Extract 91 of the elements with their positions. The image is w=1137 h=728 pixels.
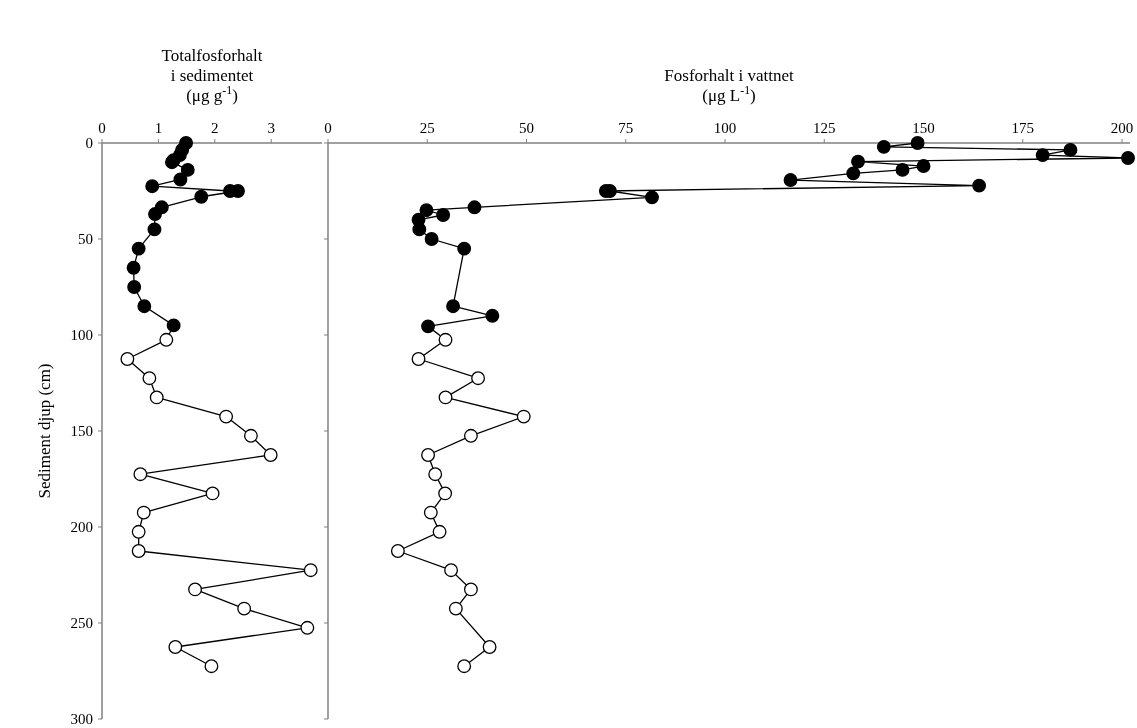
point	[482, 640, 497, 654]
point	[127, 280, 142, 294]
point	[390, 544, 405, 558]
point	[300, 620, 315, 635]
point	[485, 308, 500, 323]
y-tick-label: 200	[70, 519, 93, 536]
point	[131, 241, 146, 256]
point	[645, 190, 659, 205]
point	[457, 241, 472, 256]
point	[303, 563, 318, 578]
point	[131, 524, 146, 539]
point	[446, 299, 461, 314]
point	[467, 200, 482, 215]
point	[219, 409, 234, 424]
point	[424, 232, 439, 246]
point	[168, 640, 183, 654]
point	[438, 486, 453, 501]
x-tick-label: 1	[154, 120, 163, 136]
point	[412, 222, 427, 237]
point	[133, 467, 148, 482]
point	[263, 448, 278, 462]
x-tick-label: 25	[419, 120, 435, 136]
point	[145, 179, 160, 194]
x-tick-label: 0	[98, 120, 106, 136]
point	[916, 159, 931, 173]
point	[120, 352, 135, 366]
point	[204, 659, 219, 674]
point	[516, 409, 531, 424]
point	[173, 172, 188, 187]
point	[166, 318, 181, 333]
point	[448, 601, 463, 616]
x-axis-title: Fosforhalt i vattnet (μg L$^{-1}$)	[664, 66, 794, 105]
point	[432, 524, 447, 539]
point	[411, 352, 426, 366]
point	[421, 319, 435, 334]
y-tick-label: 250	[70, 615, 93, 632]
x-tick-label: 125	[813, 120, 836, 136]
point	[194, 189, 209, 204]
x-tick-label: 175	[1011, 120, 1035, 136]
point	[137, 299, 152, 314]
point	[783, 173, 798, 187]
point	[457, 659, 472, 674]
point	[205, 486, 220, 501]
point	[471, 371, 486, 386]
y-axis-title: Sediment djup (cm)	[35, 363, 54, 499]
point	[149, 390, 164, 405]
point	[1121, 151, 1135, 165]
point	[895, 162, 910, 177]
point	[231, 184, 245, 198]
point	[972, 178, 987, 193]
point	[846, 166, 861, 181]
point	[436, 208, 451, 222]
y-tick-label: 300	[70, 711, 93, 728]
x-tick-label: 200	[1110, 120, 1134, 136]
point	[159, 332, 174, 347]
x-tick-label: 50	[519, 120, 535, 136]
point	[136, 505, 151, 520]
point	[142, 371, 157, 386]
point	[876, 139, 891, 154]
point	[851, 154, 865, 169]
point	[419, 203, 434, 218]
point	[180, 162, 195, 177]
point	[423, 505, 438, 520]
point	[243, 428, 258, 443]
point	[148, 207, 162, 221]
y-tick-label: 150	[70, 423, 93, 440]
point	[147, 222, 162, 237]
point	[910, 136, 925, 150]
point	[438, 390, 453, 405]
point	[188, 582, 203, 597]
x-axis-title: Totalfosforhalt i sedimentet (μg g$^{-1}$)	[161, 46, 263, 105]
y-tick-label: 100	[70, 327, 93, 344]
x-tick-label: 2	[211, 120, 219, 136]
y-tick-label: 50	[78, 231, 93, 248]
point	[237, 601, 252, 616]
point	[131, 544, 146, 558]
x-tick-label: 75	[618, 120, 634, 136]
point	[1063, 142, 1078, 157]
x-tick-label: 150	[912, 120, 935, 136]
point	[421, 448, 435, 462]
x-tick-label: 0	[324, 120, 332, 136]
point	[438, 332, 453, 347]
point	[463, 582, 478, 597]
point	[463, 428, 478, 443]
x-tick-label: 100	[713, 120, 737, 136]
y-tick-label: 0	[85, 135, 93, 152]
point	[1035, 148, 1050, 163]
point	[444, 563, 459, 578]
x-tick-label: 3	[267, 120, 275, 136]
point	[428, 467, 443, 482]
point	[126, 260, 141, 275]
